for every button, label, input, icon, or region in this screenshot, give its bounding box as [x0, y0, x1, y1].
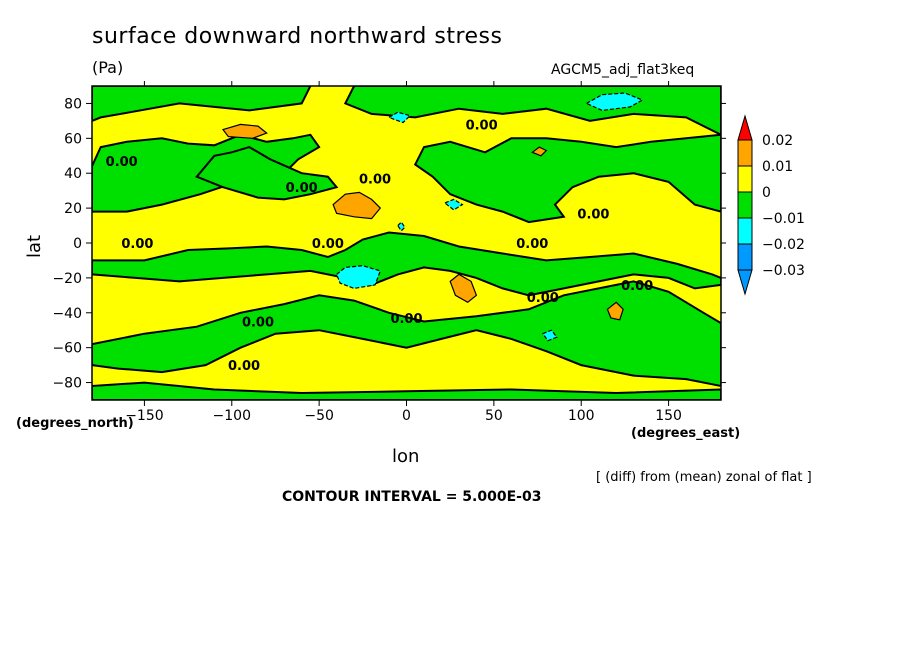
colorbar-label: −0.03: [762, 263, 805, 279]
y-tick-label: 0: [73, 236, 82, 252]
contour-region-plus1: [606, 301, 624, 321]
contour-region-minus2: [585, 92, 644, 112]
colorbar-top-arrow: [737, 114, 753, 141]
y-tick-label: −40: [52, 306, 82, 322]
contour-label: 0.00: [286, 181, 318, 196]
contour-label: 0.00: [242, 316, 274, 331]
colorbar-segment: [737, 139, 753, 167]
contour-label: 0.00: [359, 172, 391, 187]
y-tick-label: 60: [64, 131, 82, 147]
y-tick-label: −60: [52, 341, 82, 357]
contour-label: 0.00: [577, 207, 609, 222]
y-tick-label: 80: [64, 96, 82, 112]
contour-label: 0.00: [621, 279, 653, 294]
contour-label: 0.00: [527, 291, 559, 306]
contour-fill-group: 0.00 0.00 0.00 0.00 0.00 0.00 0.00 0.00 0.00 0.00…: [92, 86, 721, 400]
x-tick-label: 150: [655, 408, 682, 424]
contour-region-plus1: [332, 191, 382, 220]
contour-interval-text: CONTOUR INTERVAL = 5.000E-03: [282, 489, 542, 505]
contour-region-plus1: [221, 123, 268, 139]
contour-label: 0.00: [312, 237, 344, 252]
x-tick-label: −150: [125, 408, 163, 424]
x-unit-label: (degrees_east): [631, 426, 741, 441]
x-tick-label: 50: [485, 408, 503, 424]
x-tick-label: 0: [402, 408, 411, 424]
contour-region-negative: [195, 146, 339, 201]
colorbar-label: 0: [762, 185, 771, 201]
difference-note: [ (diff) from (mean) zonal of flat ]: [596, 470, 812, 485]
colorbar-segment: [737, 165, 753, 193]
colorbar-segment: [737, 191, 753, 219]
contour-region-plus1: [531, 146, 548, 157]
contour-label: 0.00: [390, 312, 422, 327]
x-tick-label: 100: [568, 408, 595, 424]
contour-region-plus1: [449, 273, 478, 304]
colorbar-segment: [737, 217, 753, 245]
contour-label: 0.00: [121, 237, 153, 252]
contour-region-minus2: [443, 198, 464, 211]
contour-region-negative: [92, 86, 312, 122]
contour-label: 0.00: [106, 155, 138, 170]
contour-label: 0.00: [228, 359, 260, 374]
units-label: (Pa): [92, 58, 124, 77]
contour-label: 0.00: [466, 118, 498, 133]
y-tick-label: −20: [52, 271, 82, 287]
x-tick-label: −100: [213, 408, 251, 424]
colorbar-label: 0.01: [762, 159, 793, 175]
x-tick-label: −50: [304, 408, 334, 424]
colorbar-bottom-arrow: [737, 269, 753, 296]
contour-region-minus2: [387, 111, 412, 124]
y-tick-label: 40: [64, 166, 82, 182]
x-axis-title: lon: [392, 446, 420, 467]
y-tick-label: 20: [64, 201, 82, 217]
chart-title: surface downward northward stress: [92, 24, 503, 49]
colorbar-label: 0.02: [762, 133, 793, 149]
contour-region-negative: [92, 280, 721, 388]
y-unit-label: (degrees_north): [16, 416, 134, 431]
contour-region-negative: [413, 133, 721, 224]
colorbar-label: −0.02: [762, 237, 805, 253]
experiment-label: AGCM5_adj_flat3keq: [551, 62, 695, 78]
colorbar-segment: [737, 243, 753, 271]
contour-region-negative: [92, 231, 721, 297]
contour-region-minus2: [397, 221, 406, 232]
contour-region-minus2: [335, 265, 382, 290]
contour-region-negative: [92, 381, 721, 400]
y-axis-title: lat: [24, 234, 45, 258]
contour-region-minus2: [541, 329, 558, 342]
y-tick-label: −80: [52, 376, 82, 392]
colorbar-label: −0.01: [762, 211, 805, 227]
contour-label: 0.00: [516, 237, 548, 252]
